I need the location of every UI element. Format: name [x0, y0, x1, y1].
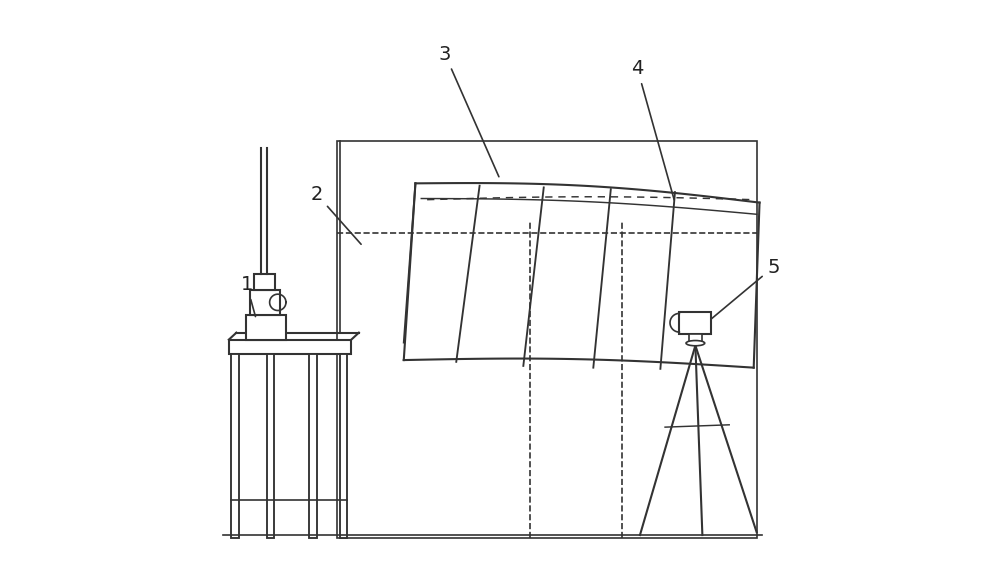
- Bar: [689, 334, 702, 342]
- Bar: [229, 340, 351, 355]
- Bar: [231, 355, 239, 538]
- Text: 4: 4: [631, 59, 674, 200]
- Bar: [340, 355, 347, 538]
- Bar: [254, 274, 275, 289]
- Bar: [679, 312, 711, 334]
- Ellipse shape: [686, 340, 705, 346]
- Bar: [267, 355, 274, 538]
- Text: 5: 5: [711, 258, 780, 319]
- Text: 3: 3: [439, 45, 499, 177]
- Bar: [337, 141, 757, 538]
- Bar: [250, 289, 280, 315]
- Bar: [309, 355, 317, 538]
- Bar: [246, 315, 286, 340]
- Text: 1: 1: [240, 275, 255, 316]
- Text: 2: 2: [310, 185, 361, 244]
